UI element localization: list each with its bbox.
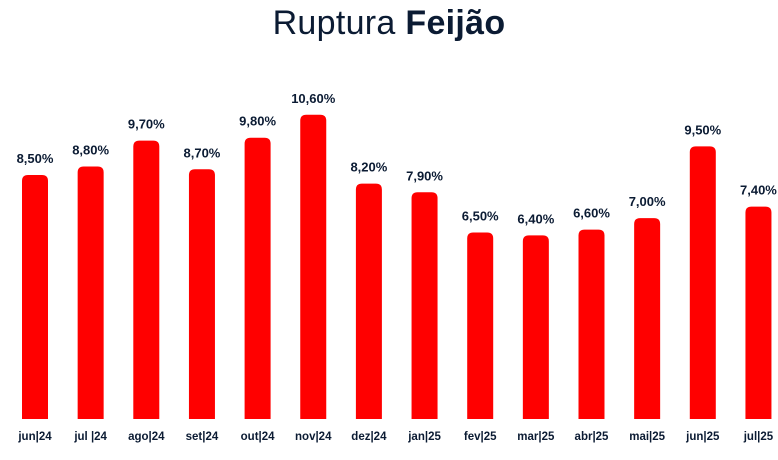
data-label-13: 7,40% xyxy=(740,183,777,198)
chart-title-light: Ruptura xyxy=(272,4,396,42)
category-label-3: set|24 xyxy=(186,431,219,443)
category-label-1: jul |24 xyxy=(73,431,107,443)
bar-11 xyxy=(634,218,661,419)
category-label-2: ago|24 xyxy=(128,431,165,443)
data-label-7: 7,90% xyxy=(406,168,443,183)
data-label-8: 6,50% xyxy=(462,208,499,223)
category-label-5: nov|24 xyxy=(295,431,332,443)
data-label-11: 7,00% xyxy=(629,194,666,209)
data-label-9: 6,40% xyxy=(517,211,554,226)
category-label-10: abr|25 xyxy=(575,431,610,443)
data-label-1: 8,80% xyxy=(72,142,109,157)
category-label-11: mai|25 xyxy=(629,431,665,443)
bar-5 xyxy=(300,114,327,419)
bar-1 xyxy=(77,166,104,419)
data-label-12: 9,50% xyxy=(684,122,721,137)
bar-7 xyxy=(411,192,438,419)
data-label-5: 10,60% xyxy=(291,91,336,106)
bar-0 xyxy=(22,175,48,419)
data-label-0: 8,50% xyxy=(17,151,54,166)
bar-12 xyxy=(689,146,716,419)
bar-8 xyxy=(467,232,494,419)
chart-title: Ruptura Feijão xyxy=(0,4,778,43)
bar-2 xyxy=(133,140,160,420)
bar-4 xyxy=(244,137,271,420)
bar-6 xyxy=(355,183,382,419)
category-label-9: mar|25 xyxy=(517,431,555,443)
category-label-8: fev|25 xyxy=(464,431,497,443)
category-label-13: jul|25 xyxy=(743,431,774,443)
chart-title-bold: Feijão xyxy=(405,4,506,42)
bar-10 xyxy=(578,229,605,419)
data-label-10: 6,60% xyxy=(573,206,610,221)
data-label-3: 8,70% xyxy=(184,145,221,160)
data-label-6: 8,20% xyxy=(350,160,387,175)
category-label-12: jun|25 xyxy=(685,431,720,443)
bar-13 xyxy=(745,206,772,419)
category-label-6: dez|24 xyxy=(351,431,387,443)
bar-3 xyxy=(188,169,215,419)
data-label-4: 9,80% xyxy=(239,114,276,129)
category-label-7: jan|25 xyxy=(407,431,441,443)
category-label-0: jun|24 xyxy=(17,431,52,443)
category-label-4: out|24 xyxy=(241,431,275,443)
data-label-2: 9,70% xyxy=(128,117,165,132)
bar-9 xyxy=(522,235,549,419)
